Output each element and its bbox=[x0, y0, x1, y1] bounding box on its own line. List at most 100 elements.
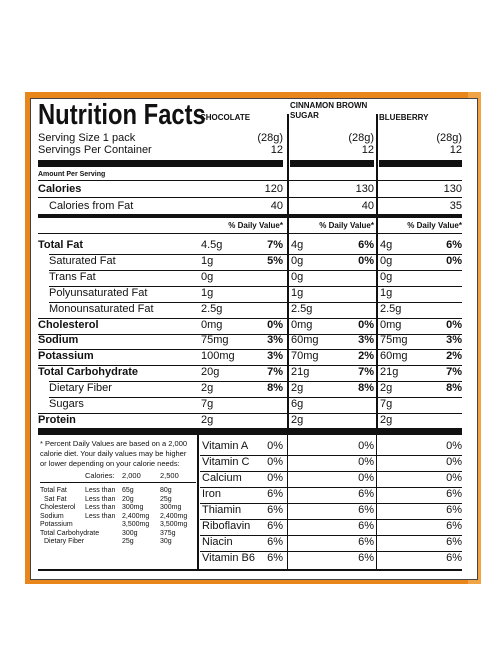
vitamin-label-5: Riboflavin bbox=[202, 520, 251, 532]
vitamin-dv-0-0: 0% bbox=[267, 440, 283, 452]
label-title: Nutrition Facts bbox=[38, 99, 206, 131]
nutrient-amount-10-1: 6g bbox=[291, 398, 304, 410]
nutrient-amount-11-1: 2g bbox=[291, 414, 304, 426]
footnote-row-6-name: Dietary Fiber bbox=[44, 538, 85, 545]
nutrient-amount-11-2: 2g bbox=[380, 414, 393, 426]
servings-per-container-label: Servings Per Container bbox=[38, 144, 152, 156]
vitamin-divider-4 bbox=[200, 519, 462, 520]
vitamin-dv-6-2: 6% bbox=[446, 536, 462, 548]
calories-value-2: 130 bbox=[443, 183, 462, 195]
calories-fat-value-0: 40 bbox=[270, 200, 283, 212]
footnote-line-0: * Percent Daily Values are based on a 2,… bbox=[40, 439, 188, 448]
vitamin-dv-5-2: 6% bbox=[446, 520, 462, 532]
dv-header-divider bbox=[38, 233, 462, 234]
nutrient-amount-6-0: 75mg bbox=[201, 334, 229, 346]
footnote-row-6-2500: 30g bbox=[160, 538, 172, 545]
daily-value-header-0: % Daily Value* bbox=[228, 221, 283, 230]
footnote-row-5-2000: 300g bbox=[122, 529, 138, 537]
nutrient-divider-2 bbox=[49, 286, 462, 287]
calories-label: Calories bbox=[38, 183, 82, 195]
nutrient-amount-10-0: 7g bbox=[201, 398, 214, 410]
amount-per-serving-label: Amount Per Serving bbox=[38, 171, 106, 178]
servings-bar-2 bbox=[379, 160, 462, 167]
nutrient-amount-4-1: 2.5g bbox=[291, 303, 313, 315]
calories-fat-value-2: 35 bbox=[449, 200, 462, 212]
nutrient-divider-4 bbox=[38, 318, 462, 319]
vitamin-divider-6 bbox=[200, 551, 462, 552]
footnote-row-2-name: Cholesterol bbox=[40, 504, 76, 511]
nutrient-dv-8-1: 7% bbox=[358, 366, 374, 378]
nutrient-dv-5-0: 0% bbox=[267, 319, 283, 331]
footnote-row-0-2000: 65g bbox=[122, 487, 134, 494]
protein-bar-vitamins bbox=[200, 428, 462, 435]
nutrient-amount-11-0: 2g bbox=[201, 414, 214, 426]
footnote-row-3-2500: 2,400mg bbox=[160, 512, 188, 520]
nutrient-dv-7-2: 2% bbox=[446, 350, 462, 362]
vitamin-label-7: Vitamin B6 bbox=[202, 552, 255, 564]
nutrient-dv-0-0: 7% bbox=[267, 239, 283, 251]
vitamin-label-6: Niacin bbox=[202, 536, 233, 548]
nutrient-divider-1 bbox=[49, 270, 462, 271]
nutrient-amount-5-1: 0mg bbox=[291, 319, 313, 331]
nutrient-label-7: Potassium bbox=[38, 350, 94, 362]
nutrient-amount-4-0: 2.5g bbox=[201, 303, 223, 315]
nutrient-amount-3-0: 1g bbox=[201, 287, 214, 299]
nutrient-label-9: Dietary Fiber bbox=[49, 382, 112, 394]
vitamin-label-4: Thiamin bbox=[202, 504, 242, 516]
vitamin-label-3: Iron bbox=[202, 488, 221, 500]
vitamin-divider-3 bbox=[200, 503, 462, 504]
vitamin-dv-4-0: 6% bbox=[267, 504, 283, 516]
nutrient-amount-8-1: 21g bbox=[291, 366, 310, 378]
footnote-row-1-2000: 20g bbox=[122, 495, 134, 503]
vitamin-dv-5-1: 6% bbox=[358, 520, 374, 532]
footnote-row-3-2000: 2,400mg bbox=[122, 512, 150, 520]
vitamin-dv-7-0: 6% bbox=[267, 552, 283, 564]
nutrient-label-5: Cholesterol bbox=[38, 319, 99, 331]
nutrient-divider-5 bbox=[38, 334, 462, 335]
nutrient-divider-9 bbox=[49, 397, 462, 398]
vitamin-divider-5 bbox=[200, 535, 462, 536]
nutrient-dv-5-1: 0% bbox=[358, 319, 374, 331]
nutrient-label-1: Saturated Fat bbox=[49, 255, 116, 267]
vitamin-separator-1 bbox=[376, 435, 377, 570]
nutrient-label-0: Total Fat bbox=[38, 239, 84, 251]
flavor-header-blueberry: BLUEBERRY bbox=[379, 113, 429, 122]
amount-divider bbox=[38, 180, 462, 181]
nutrient-dv-6-0: 3% bbox=[267, 334, 283, 346]
nutrient-amount-0-0: 4.5g bbox=[201, 239, 223, 251]
calories-divider bbox=[38, 197, 462, 198]
nutrient-amount-8-2: 21g bbox=[380, 366, 399, 378]
vitamin-dv-6-1: 6% bbox=[358, 536, 374, 548]
nutrient-amount-8-0: 20g bbox=[201, 366, 220, 378]
vitamin-dv-1-0: 0% bbox=[267, 456, 283, 468]
nutrient-dv-5-2: 0% bbox=[446, 319, 462, 331]
nutrient-amount-2-1: 0g bbox=[291, 271, 304, 283]
nutrient-amount-1-1: 0g bbox=[291, 255, 304, 267]
footnote-calories-2000: 2,000 bbox=[122, 471, 141, 480]
serving-weight-0: (28g) bbox=[257, 132, 283, 144]
footnote-row-2-2000: 300mg bbox=[122, 504, 144, 511]
column-separator-1 bbox=[376, 114, 378, 435]
vitamin-divider-2 bbox=[200, 487, 462, 488]
calories-fat-value-1: 40 bbox=[361, 200, 374, 212]
vitamin-dv-2-2: 0% bbox=[446, 472, 462, 484]
vitamin-dv-1-1: 0% bbox=[358, 456, 374, 468]
nutrient-amount-1-2: 0g bbox=[380, 255, 393, 267]
vitamin-dv-4-1: 6% bbox=[358, 504, 374, 516]
nutrient-amount-5-0: 0mg bbox=[201, 319, 223, 331]
vitamin-label-0: Vitamin A bbox=[202, 440, 249, 452]
vitamin-dv-5-0: 6% bbox=[267, 520, 283, 532]
footnote-divider bbox=[40, 482, 196, 483]
footnote-row-0-name: Total Fat bbox=[40, 487, 67, 494]
nutrient-divider-10 bbox=[38, 413, 462, 414]
nutrient-divider-7 bbox=[38, 365, 462, 366]
nutrient-amount-1-0: 1g bbox=[201, 255, 214, 267]
column-separator-0 bbox=[287, 114, 289, 435]
nutrient-amount-6-1: 60mg bbox=[291, 334, 319, 346]
daily-value-header-2: % Daily Value* bbox=[407, 221, 462, 230]
footnote-row-1-cond: Less than bbox=[85, 495, 116, 503]
footnote-row-5-name: Total Carbohydrate bbox=[40, 529, 100, 537]
footnote-row-1-name: Sat Fat bbox=[44, 495, 67, 503]
nutrient-dv-6-1: 3% bbox=[358, 334, 374, 346]
nutrient-amount-2-0: 0g bbox=[201, 271, 214, 283]
